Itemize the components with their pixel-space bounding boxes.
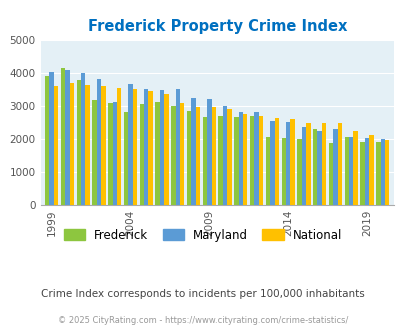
Bar [191, 98, 195, 205]
Bar [108, 103, 112, 205]
Bar [202, 117, 207, 205]
Bar [45, 76, 49, 205]
Bar [54, 86, 58, 205]
Legend: Frederick, Maryland, National: Frederick, Maryland, National [59, 224, 346, 247]
Bar [124, 112, 128, 205]
Bar [211, 107, 215, 205]
Bar [186, 111, 191, 205]
Bar [171, 106, 175, 205]
Bar [160, 90, 164, 205]
Bar [296, 139, 301, 205]
Bar [312, 129, 317, 205]
Bar [85, 85, 90, 205]
Bar [364, 138, 368, 205]
Bar [333, 129, 337, 205]
Bar [175, 89, 179, 205]
Bar [274, 118, 278, 205]
Bar [148, 91, 153, 205]
Bar [179, 103, 184, 205]
Bar [281, 138, 285, 205]
Bar [379, 139, 384, 205]
Bar [77, 80, 81, 205]
Bar [49, 72, 54, 205]
Text: © 2025 CityRating.com - https://www.cityrating.com/crime-statistics/: © 2025 CityRating.com - https://www.city… [58, 315, 347, 325]
Bar [328, 143, 333, 205]
Bar [164, 94, 168, 205]
Bar [96, 79, 101, 205]
Bar [222, 106, 227, 205]
Bar [301, 127, 305, 205]
Bar [258, 115, 262, 205]
Bar [243, 114, 247, 205]
Bar [112, 102, 117, 205]
Bar [249, 115, 254, 205]
Bar [92, 100, 96, 205]
Bar [384, 140, 388, 205]
Bar [353, 131, 357, 205]
Bar [317, 131, 321, 205]
Bar [360, 142, 364, 205]
Bar [368, 135, 373, 205]
Text: Crime Index corresponds to incidents per 100,000 inhabitants: Crime Index corresponds to incidents per… [41, 289, 364, 299]
Bar [285, 122, 290, 205]
Bar [375, 142, 379, 205]
Bar [227, 109, 231, 205]
Bar [195, 107, 200, 205]
Bar [128, 84, 132, 205]
Bar [234, 117, 238, 205]
Bar [321, 123, 326, 205]
Bar [101, 86, 105, 205]
Bar [337, 123, 341, 205]
Bar [61, 68, 65, 205]
Bar [238, 112, 243, 205]
Bar [305, 123, 310, 205]
Bar [144, 89, 148, 205]
Bar [218, 115, 222, 205]
Bar [69, 83, 74, 205]
Bar [207, 99, 211, 205]
Bar [81, 73, 85, 205]
Bar [290, 119, 294, 205]
Bar [155, 102, 160, 205]
Bar [65, 70, 69, 205]
Bar [265, 137, 270, 205]
Bar [344, 137, 348, 205]
Bar [117, 88, 121, 205]
Bar [254, 112, 258, 205]
Bar [139, 104, 144, 205]
Bar [348, 137, 353, 205]
Title: Frederick Property Crime Index: Frederick Property Crime Index [87, 19, 346, 34]
Bar [132, 89, 137, 205]
Bar [270, 121, 274, 205]
